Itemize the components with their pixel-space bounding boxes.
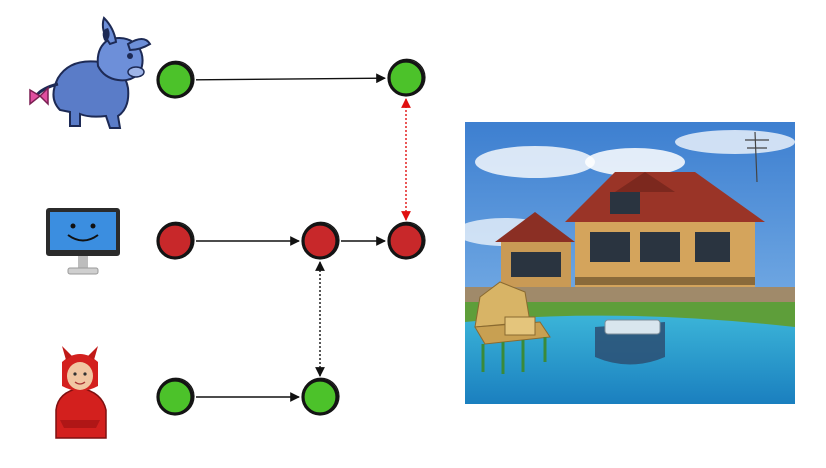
node-m1-red[interactable] — [156, 221, 195, 260]
donkey-cartoon-icon — [29, 16, 152, 129]
node-m3-red[interactable] — [387, 221, 426, 260]
edge-layer — [195, 73, 411, 402]
node-d1-green[interactable] — [156, 60, 195, 99]
devil-costume-child-icon — [55, 346, 107, 439]
node-m2-red[interactable] — [301, 221, 340, 260]
log-house-with-pool-photo — [465, 122, 795, 404]
node-v1-green[interactable] — [156, 377, 195, 416]
node-v2-green[interactable] — [301, 377, 340, 416]
smiling-monitor-icon — [46, 208, 120, 275]
edge-d1-d2 — [195, 73, 386, 84]
node-layer — [156, 58, 426, 416]
node-d2-green[interactable] — [387, 58, 426, 97]
